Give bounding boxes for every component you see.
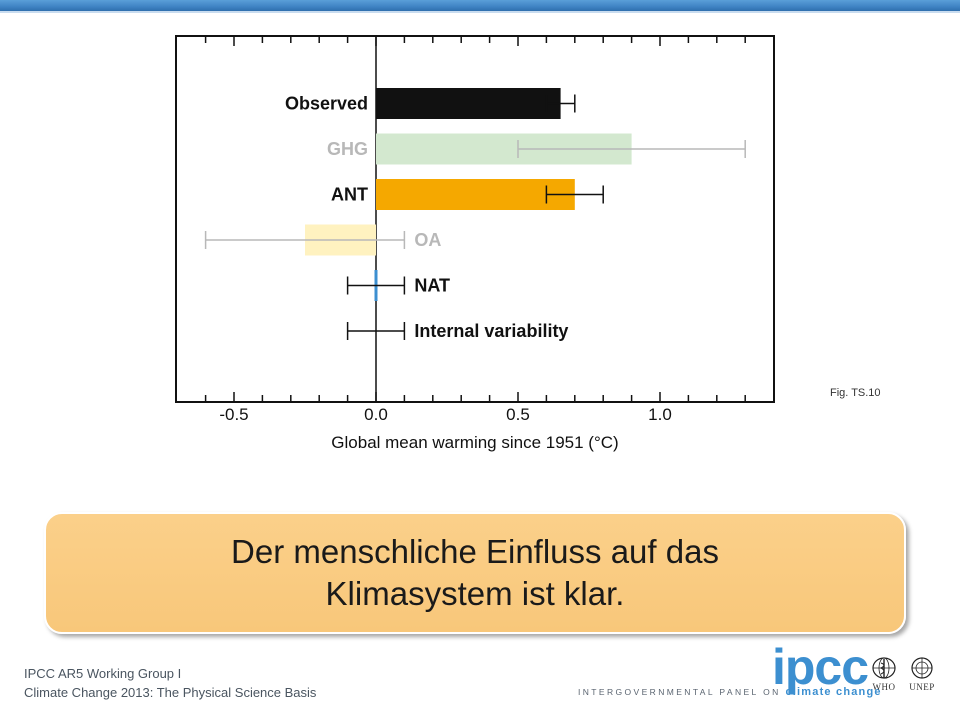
attribution-chart: -0.5 0.0 0.5 1.0 Observed GHG ANT OA NAT Internal… [175, 35, 775, 424]
category-label: NAT [414, 276, 450, 296]
category-label: GHG [327, 139, 368, 159]
ipcc-logo: ipcc [772, 639, 869, 695]
figure-label: Fig. TS.10 [830, 387, 881, 399]
plot-frame [175, 35, 775, 403]
key-message-line1: Der menschliche Einfluss auf das [231, 533, 719, 570]
footer-source: IPCC AR5 Working Group I Climate Change … [24, 664, 316, 702]
footer-line2: Climate Change 2013: The Physical Scienc… [24, 685, 317, 700]
who-emblem-icon [872, 657, 896, 679]
who-name: WHO [872, 682, 896, 692]
ipcc-tagline-highlight: climate change [785, 686, 882, 698]
unep-name: UNEP [909, 682, 935, 692]
x-axis-label: Global mean warming since 1951 (°C) [331, 433, 619, 452]
x-tick-label: 1.0 [648, 405, 672, 424]
top-accent-line [0, 11, 960, 13]
top-accent-bar [0, 0, 960, 11]
x-tick-label: -0.5 [219, 405, 248, 424]
bar-observed [376, 88, 561, 119]
key-message-box: Der menschliche Einfluss auf das Klimasy… [44, 512, 906, 634]
category-label: ANT [331, 185, 368, 205]
unep-logo: UNEP [904, 656, 940, 692]
x-tick-label: 0.5 [506, 405, 530, 424]
unep-emblem-icon [911, 657, 933, 679]
category-label: Observed [285, 94, 368, 114]
key-message-line2: Klimasystem ist klar. [325, 575, 625, 612]
category-label: Internal variability [414, 321, 568, 341]
footer-line1: IPCC AR5 Working Group I [24, 666, 182, 681]
key-message: Der menschliche Einfluss auf das Klimasy… [231, 531, 719, 615]
x-tick-label: 0.0 [364, 405, 388, 424]
category-label: OA [414, 230, 441, 250]
ipcc-tagline: INTERGOVERNMENTAL PANEL ON climate chang… [578, 686, 882, 698]
who-logo: WHO [866, 656, 902, 692]
ipcc-tagline-prefix: INTERGOVERNMENTAL PANEL ON [578, 687, 786, 697]
bar-ant [376, 179, 575, 210]
